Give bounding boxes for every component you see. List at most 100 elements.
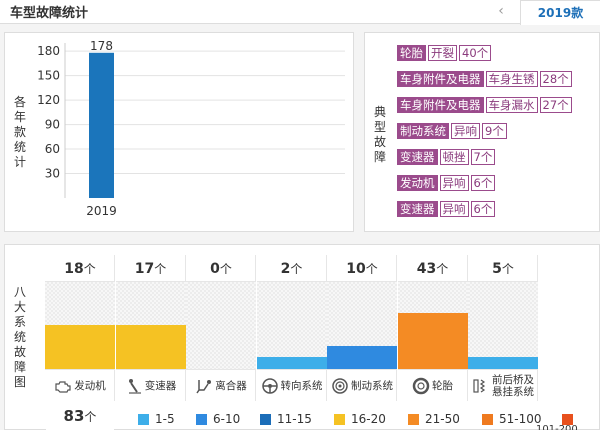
clutch-icon <box>195 377 213 395</box>
system-count-value: 18 <box>64 261 84 277</box>
system-bar[interactable] <box>45 325 115 369</box>
system-label: 离合器 <box>186 369 256 401</box>
fault-system-tag: 发动机 <box>397 175 438 191</box>
fault-system-tag: 车身附件及电器 <box>397 71 484 87</box>
system-count: 2个 <box>256 255 327 282</box>
total-count: 83个 <box>46 404 114 430</box>
system-label-text: 轮胎 <box>432 379 453 392</box>
y-tick-label: 180 <box>37 44 60 58</box>
system-bar-area <box>45 282 115 369</box>
legend-label: 16-20 <box>351 412 386 426</box>
fault-count-tag: 7个 <box>470 149 496 165</box>
year-stats-vertical-label: 各年款统计 <box>13 95 27 170</box>
y-tick-label: 150 <box>37 69 60 83</box>
fault-count-tag: 6个 <box>470 201 496 217</box>
system-count-unit: 个 <box>219 262 232 276</box>
system-fault-vertical-label: 八大系统故障图 <box>13 285 27 390</box>
fault-item[interactable]: 变速器 顿挫 7个 <box>397 149 496 165</box>
system-column[interactable]: 43个轮胎 <box>397 255 468 401</box>
system-column[interactable]: 0个离合器 <box>186 255 256 401</box>
fault-type-tag: 异响 <box>439 175 469 191</box>
year-bar[interactable] <box>89 52 114 198</box>
system-fault-label-char: 八 <box>13 285 26 299</box>
legend-item: 21-50 <box>408 412 460 426</box>
system-label-text: 发动机 <box>74 379 106 392</box>
total-count-value: 83 <box>63 407 85 425</box>
system-bar[interactable] <box>256 357 327 369</box>
system-bar-area <box>115 282 186 369</box>
legend-swatch <box>260 413 271 425</box>
system-count-unit: 个 <box>154 262 167 276</box>
legend-swatch <box>562 413 573 425</box>
fault-count-tag: 40个 <box>459 45 492 61</box>
system-fault-label-char: 故 <box>13 345 26 359</box>
system-bar[interactable] <box>468 357 538 369</box>
system-bar-area <box>327 282 397 369</box>
system-count-value: 17 <box>134 261 155 277</box>
typical-fault-label-char: 型 <box>373 120 386 134</box>
legend-label: 6-10 <box>213 412 241 426</box>
system-count-unit: 个 <box>501 262 514 276</box>
total-count-unit: 个 <box>84 410 97 424</box>
legend-swatch <box>334 413 345 425</box>
fault-system-tag: 变速器 <box>397 149 438 165</box>
system-count: 17个 <box>115 255 186 282</box>
gear-shift-icon <box>125 377 143 395</box>
typical-fault-label-char: 典 <box>373 105 386 119</box>
system-count-unit: 个 <box>290 262 303 276</box>
tire-icon <box>412 377 430 395</box>
system-count-value: 43 <box>416 261 437 277</box>
year-stats-label-char: 年 <box>13 110 26 124</box>
fault-item[interactable]: 车身附件及电器 车身漏水 27个 <box>397 97 572 113</box>
legend-swatch <box>408 413 419 425</box>
system-label: 轮胎 <box>397 369 468 401</box>
system-fault-label-char: 图 <box>13 375 26 389</box>
system-count-unit: 个 <box>436 262 449 276</box>
system-label: 前后桥及 悬挂系统 <box>468 369 538 401</box>
system-column[interactable]: 17个 变速器 <box>115 255 186 401</box>
y-tick-label: 120 <box>37 93 60 107</box>
fault-type-tag: 开裂 <box>428 45 457 61</box>
fault-count-tag: 27个 <box>539 97 572 113</box>
steering-wheel-icon <box>261 377 279 395</box>
system-bar[interactable] <box>397 313 468 369</box>
fault-item[interactable]: 变速器 异响 6个 <box>397 201 496 217</box>
system-bar-area <box>468 282 538 369</box>
color-legend: 1-5 6-10 11-15 16-20 21-50 51-100 <box>116 408 600 430</box>
prev-arrow-icon[interactable]: ‹ <box>498 3 504 19</box>
fault-system-tag: 车身附件及电器 <box>397 97 484 113</box>
typical-fault-label-char: 故 <box>373 135 386 149</box>
system-bar-area <box>256 282 327 369</box>
fault-item[interactable]: 发动机 异响 6个 <box>397 175 496 191</box>
system-label-text: 转向系统 <box>280 379 323 392</box>
system-label-text: 制动系统 <box>351 379 393 392</box>
year-stats-label-char: 计 <box>13 155 26 169</box>
brake-disc-icon <box>331 377 349 395</box>
fault-item[interactable]: 制动系统 异响 9个 <box>397 123 507 139</box>
year-stats-label-char: 各 <box>13 95 26 109</box>
fault-item[interactable]: 轮胎 开裂 40个 <box>397 45 492 61</box>
legend-swatch <box>138 413 149 425</box>
year-bar-chart: 30 60 90 120 150 180 178 2019 <box>37 39 345 218</box>
system-count: 18个 <box>45 255 115 282</box>
tab-year-2019[interactable]: 2019款 <box>520 0 600 25</box>
system-count: 0个 <box>186 255 256 282</box>
system-bar-area <box>397 282 468 369</box>
system-bar[interactable] <box>115 325 186 369</box>
typical-fault-panel: 典型故障 轮胎 开裂 40个车身附件及电器 车身生锈 28个 车身附件及电器 车身漏水 27个… <box>364 32 600 232</box>
system-label-text: 离合器 <box>215 379 247 392</box>
year-stats-panel: 各年款统计 30 60 90 120 150 180 178 2019 <box>4 32 354 232</box>
fault-system-tag: 制动系统 <box>397 123 449 139</box>
legend-swatch <box>482 413 493 425</box>
fault-type-tag: 顿挫 <box>439 149 469 165</box>
fault-type-tag: 车身生锈 <box>485 71 538 87</box>
system-column[interactable]: 2个转向系统 <box>256 255 327 401</box>
system-bar[interactable] <box>327 346 397 369</box>
typical-fault-label-char: 障 <box>373 150 386 164</box>
y-tick-label: 60 <box>45 142 60 156</box>
system-column[interactable]: 5个 前后桥及 悬挂系统 <box>468 255 538 401</box>
system-column[interactable]: 18个发动机 <box>45 255 115 401</box>
system-count-value: 0 <box>210 261 220 277</box>
fault-item[interactable]: 车身附件及电器 车身生锈 28个 <box>397 71 572 87</box>
system-column[interactable]: 10个 制动系统 <box>327 255 397 401</box>
